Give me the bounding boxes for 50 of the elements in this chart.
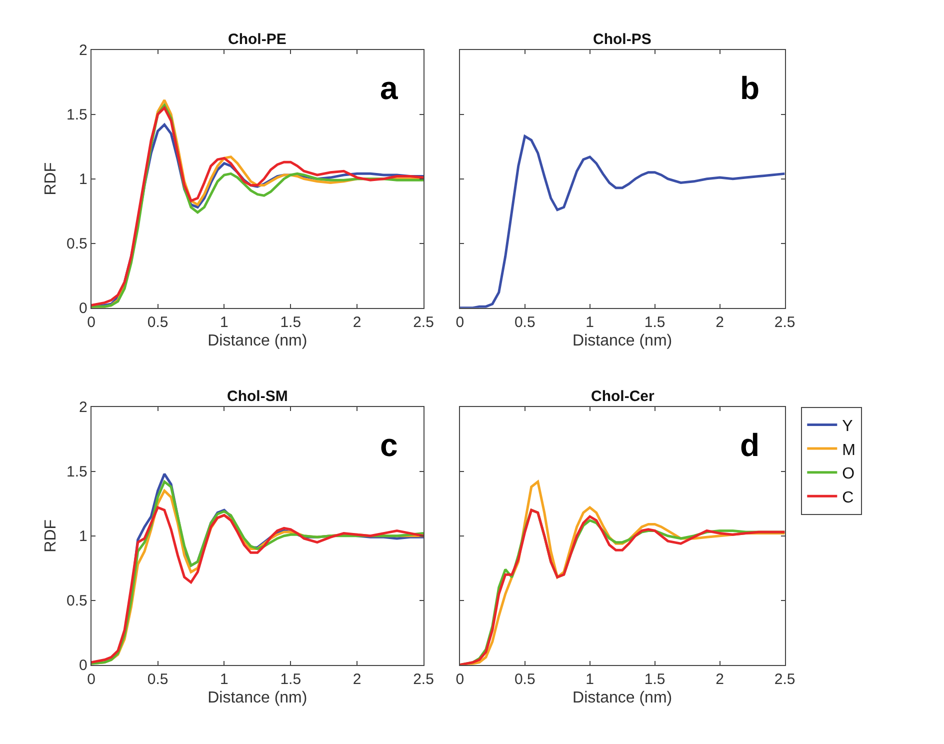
x-tick-label: 2: [352, 314, 362, 331]
y-tick-label: 2: [79, 399, 88, 416]
annotation: b: [740, 70, 760, 106]
x-tick-label: 1: [220, 670, 228, 688]
x-axis-title: Distance (nm): [572, 690, 672, 707]
x-tick-label: 2.5: [413, 314, 434, 331]
x-tick-label: 0.5: [147, 670, 168, 688]
x-tick-label: 1.5: [644, 314, 666, 331]
y-tick-label: 2: [79, 42, 88, 60]
x-tick-label: 2.5: [774, 314, 796, 331]
y-axis-title: RDF: [42, 162, 60, 196]
x-tick-label: 1.5: [280, 670, 302, 688]
x-tick-label: 0.5: [514, 670, 536, 688]
y-tick-label: 0: [79, 300, 88, 318]
y-tick-label: 0.5: [66, 592, 88, 610]
y-tick-label: 1.5: [66, 464, 88, 481]
chart-title: Chol-SM: [227, 388, 288, 405]
x-tick-label: 0: [456, 314, 464, 331]
x-axis-title: Distance (nm): [208, 690, 308, 707]
legend-label: O: [842, 466, 855, 483]
y-tick-label: 0: [79, 657, 88, 674]
x-tick-label: 2: [352, 670, 362, 688]
x-axis-title: Distance (nm): [208, 332, 308, 350]
x-tick-label: 2: [716, 670, 724, 688]
chart-title: Chol-PS: [593, 31, 652, 48]
y-tick-label: 1: [79, 528, 88, 546]
x-tick-label: 2.5: [774, 670, 796, 688]
annotation: a: [380, 70, 398, 106]
x-axis-title: Distance (nm): [572, 332, 672, 350]
y-tick-label: 1.5: [66, 106, 88, 124]
x-tick-label: 1.5: [280, 314, 302, 331]
y-tick-label: 1: [79, 171, 88, 188]
x-tick-label: 1.5: [644, 670, 666, 688]
x-tick-label: 1: [586, 314, 594, 331]
legend-label: M: [842, 442, 856, 459]
x-tick-label: 2.5: [413, 670, 434, 688]
chart-title: Chol-Cer: [591, 388, 654, 405]
x-tick-label: 0.5: [514, 314, 536, 331]
legend-label: Y: [842, 418, 854, 435]
annotation: d: [740, 427, 760, 463]
x-tick-label: 1: [586, 670, 594, 688]
y-axis-title: RDF: [42, 519, 60, 552]
legend-label: C: [842, 489, 854, 506]
x-tick-label: 2: [716, 314, 724, 331]
chart-title: Chol-PE: [228, 31, 286, 48]
y-tick-label: 0.5: [66, 236, 88, 253]
x-tick-label: 1: [220, 314, 228, 331]
x-tick-label: 0: [456, 670, 464, 688]
x-tick-label: 0.5: [147, 314, 168, 331]
annotation: c: [380, 427, 398, 463]
